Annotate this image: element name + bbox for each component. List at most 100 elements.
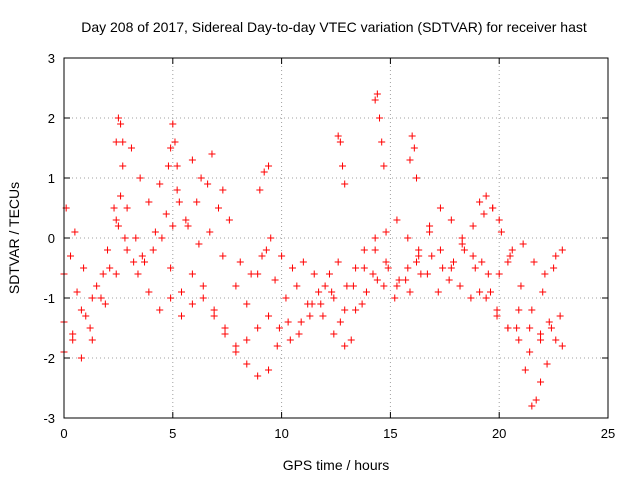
data-point: [336, 318, 344, 326]
data-point: [552, 252, 560, 260]
data-point: [297, 318, 305, 326]
data-point: [558, 246, 566, 254]
data-point: [97, 294, 105, 302]
data-point: [136, 174, 144, 182]
data-point: [347, 336, 355, 344]
data-point: [167, 144, 175, 152]
data-point: [265, 366, 273, 374]
series-track-e: [112, 90, 560, 410]
x-tick-label: 20: [492, 426, 506, 441]
data-point: [69, 336, 77, 344]
data-point: [77, 354, 85, 362]
data-point: [67, 252, 75, 260]
data-point: [184, 222, 192, 230]
data-point: [469, 252, 477, 260]
data-point: [552, 336, 560, 344]
data-point: [232, 342, 240, 350]
data-point: [471, 264, 479, 272]
data-point: [317, 300, 325, 308]
data-point: [273, 342, 281, 350]
data-point: [258, 252, 266, 260]
data-point: [169, 222, 177, 230]
data-point: [380, 282, 388, 290]
x-tick-label: 0: [60, 426, 67, 441]
data-point: [482, 294, 490, 302]
data-point: [306, 312, 314, 320]
data-point: [343, 282, 351, 290]
data-point: [199, 282, 207, 290]
data-point: [236, 258, 244, 266]
data-point: [188, 270, 196, 278]
data-point: [265, 312, 273, 320]
data-point: [293, 282, 301, 290]
data-point: [214, 204, 222, 212]
data-point: [530, 258, 538, 266]
x-tick-label: 25: [601, 426, 615, 441]
data-point: [262, 246, 270, 254]
data-point: [167, 264, 175, 272]
data-point: [169, 120, 177, 128]
data-point: [543, 360, 551, 368]
data-point: [528, 402, 536, 410]
data-point: [319, 312, 327, 320]
data-point: [265, 162, 273, 170]
data-point: [173, 162, 181, 170]
data-point: [134, 270, 142, 278]
data-point: [460, 246, 468, 254]
data-point: [80, 264, 88, 272]
data-point: [195, 240, 203, 248]
data-point: [504, 258, 512, 266]
series-track-a: [60, 192, 566, 320]
data-point: [278, 252, 286, 260]
data-point: [486, 288, 494, 296]
y-tick-label: -2: [43, 351, 55, 366]
data-point: [167, 294, 175, 302]
data-point: [476, 288, 484, 296]
data-point: [149, 246, 157, 254]
data-point: [173, 186, 181, 194]
data-point: [267, 234, 275, 242]
data-point: [73, 288, 81, 296]
data-point: [526, 324, 534, 332]
data-point: [299, 258, 307, 266]
data-point: [371, 96, 379, 104]
data-point: [360, 246, 368, 254]
data-point: [537, 378, 545, 386]
data-point: [119, 138, 127, 146]
data-point: [114, 222, 122, 230]
data-point: [404, 264, 412, 272]
data-point: [378, 138, 386, 146]
data-point: [382, 228, 390, 236]
data-point: [402, 276, 410, 284]
y-tick-label: 1: [48, 171, 55, 186]
data-point: [232, 348, 240, 356]
data-point: [495, 270, 503, 278]
data-point: [426, 222, 434, 230]
data-point: [537, 330, 545, 338]
data-point: [104, 246, 112, 254]
data-point: [71, 228, 79, 236]
data-point: [339, 162, 347, 170]
data-point: [210, 306, 218, 314]
x-tick-label: 5: [169, 426, 176, 441]
data-point: [408, 132, 416, 140]
y-tick-label: 0: [48, 231, 55, 246]
y-axis-label: SDTVAR / TECUs: [6, 182, 22, 294]
data-point: [127, 144, 135, 152]
data-point: [360, 264, 368, 272]
data-points: [60, 90, 566, 410]
data-point: [349, 282, 357, 290]
data-point: [99, 270, 107, 278]
data-point: [188, 156, 196, 164]
data-point: [484, 270, 492, 278]
y-tick-label: -1: [43, 291, 55, 306]
y-tick-label: 3: [48, 51, 55, 66]
data-point: [404, 234, 412, 242]
data-point: [145, 198, 153, 206]
data-point: [482, 192, 490, 200]
data-point: [495, 216, 503, 224]
data-point: [547, 324, 555, 332]
data-point: [506, 252, 514, 260]
data-point: [497, 228, 505, 236]
